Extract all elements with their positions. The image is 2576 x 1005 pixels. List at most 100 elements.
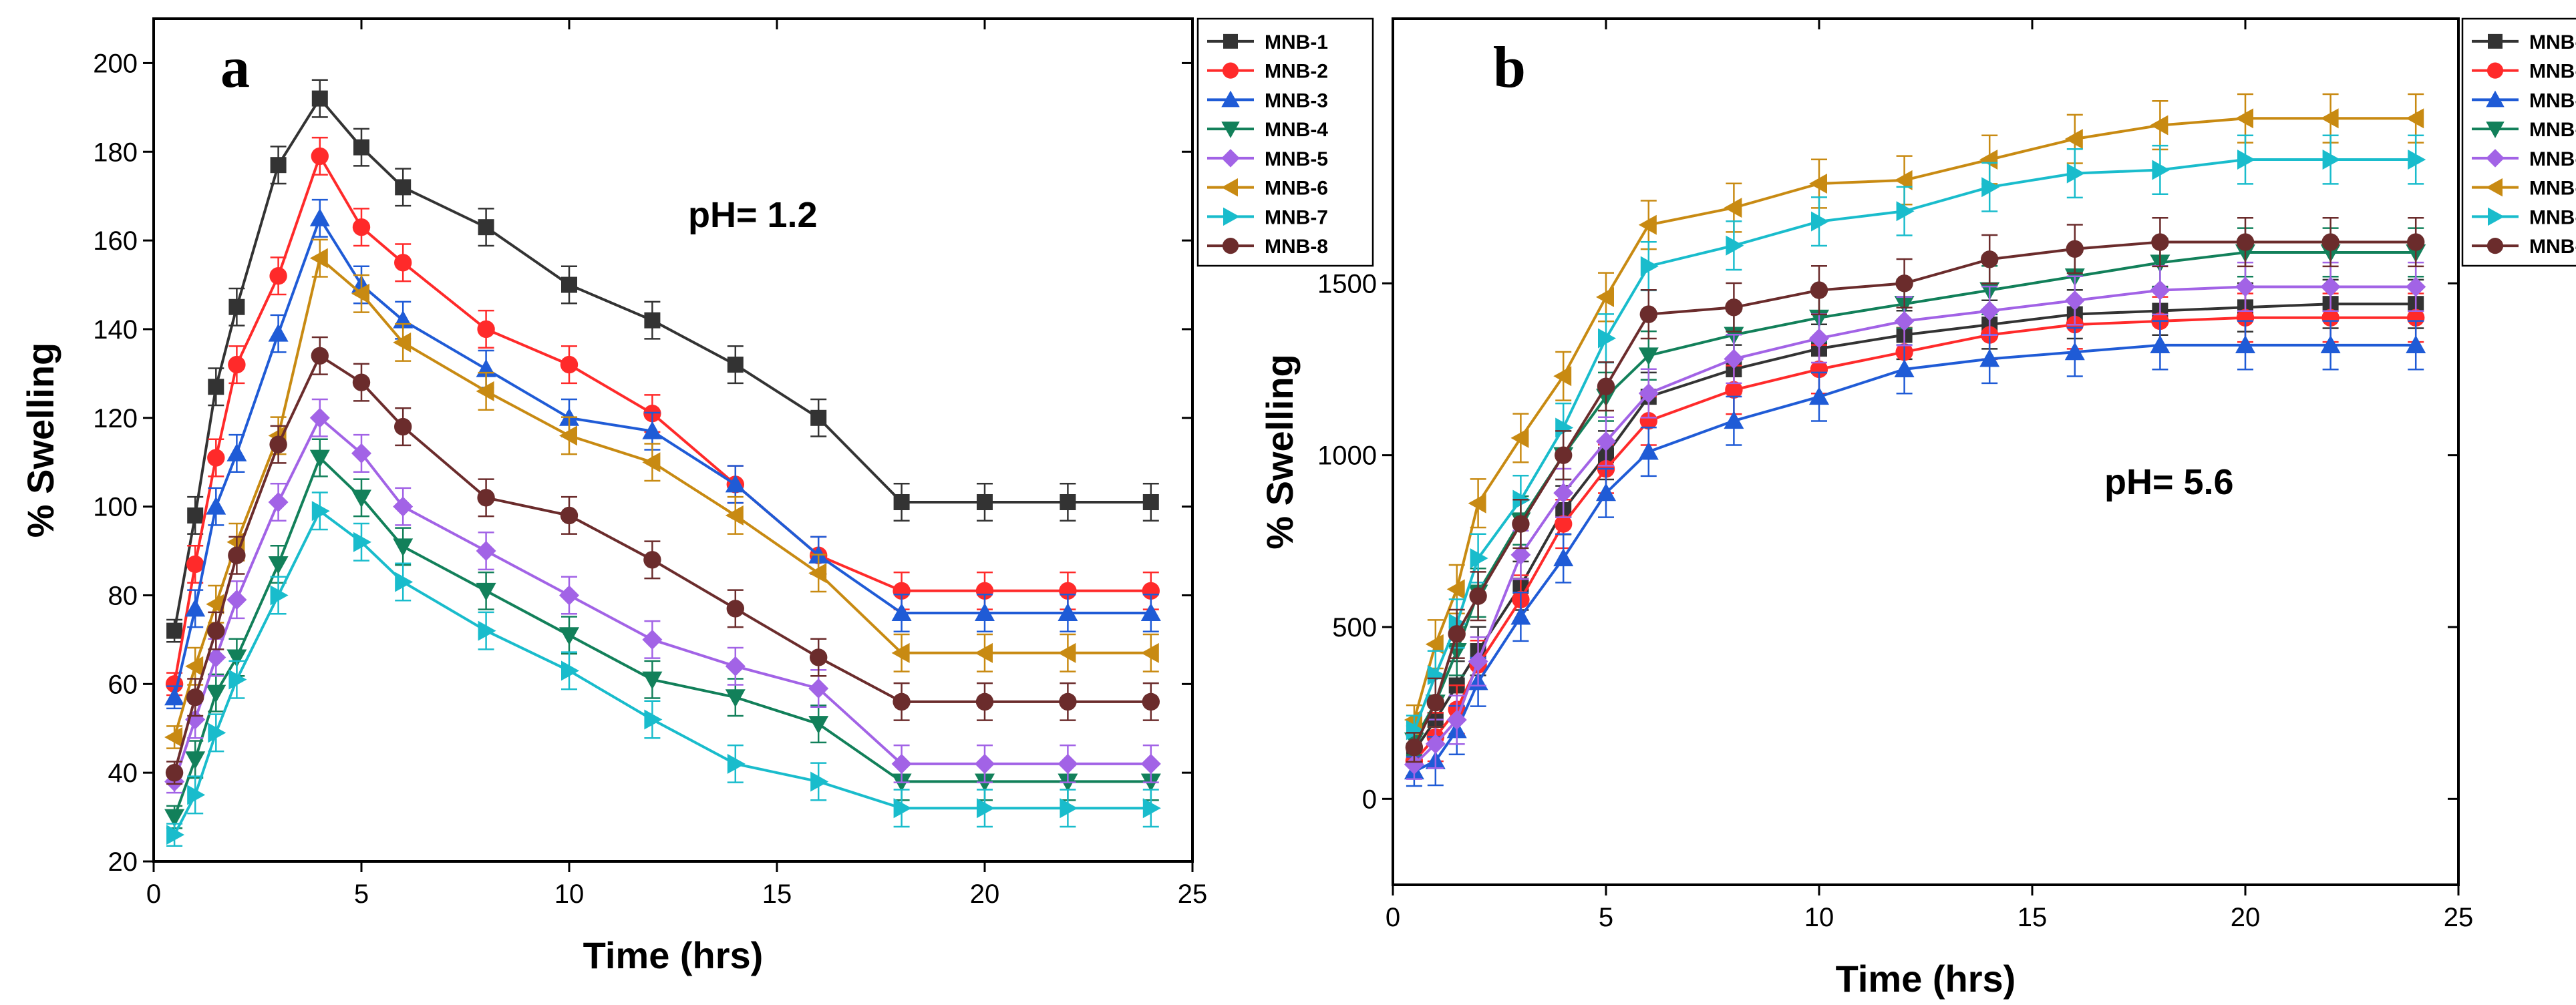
data-point [393,496,414,517]
data-point [1597,377,1615,395]
data-point [309,248,328,268]
data-point [810,648,828,666]
chart-panel-a: 0 5 10 15 20 25 20 40 60 80 100 120 140 160 180 200 Time… [19,17,1374,976]
y-axis-title: % Swelling [19,343,61,538]
data-point [560,355,579,374]
data-point [2150,280,2170,300]
legend-box [1196,17,1374,267]
data-point [478,219,494,236]
data-point [228,355,246,374]
data-point [2321,233,2340,251]
data-point [642,629,663,650]
data-point [311,90,328,107]
data-point [269,435,287,453]
legend-marker [1221,178,1238,197]
legend-label: MNB-6 [1265,178,1328,200]
data-point [2235,335,2255,353]
legend-panel-b: MNB-1 MNB-2 MNB-3 MNB-4 MNB-5 MNB-6 MNB-7 MNB-8 [2461,17,2576,267]
data-point [309,449,330,468]
data-point [559,627,579,646]
data-point [1596,483,1616,501]
data-point [891,753,912,774]
data-point [206,684,226,703]
data-point [311,147,329,166]
data-point [268,323,289,342]
y-tick-label: 1500 [1317,269,1377,298]
data-point [1810,360,1828,379]
data-point [187,507,204,524]
x-tick-label: 20 [970,879,1000,909]
legend-item-mnb-1: MNB-1 [2472,31,2576,53]
series-mnb-8 [165,336,1160,785]
data-point [164,727,183,748]
data-point [1638,347,1659,366]
data-point [186,555,204,574]
data-point [1555,417,1574,438]
data-point [185,656,204,676]
legend-item-mnb-7: MNB-7 [1207,206,1328,228]
legend-marker [1223,33,1238,49]
data-point [1809,328,1829,349]
data-point [1510,544,1531,565]
data-point [1638,214,1657,235]
y-tick-label: 500 [1332,613,1377,642]
data-point [206,647,226,668]
data-point [309,407,330,428]
series-mnb-8 [1405,216,2425,763]
data-point [206,594,224,614]
legend-item-mnb-7: MNB-7 [2472,206,2576,228]
data-point [476,582,496,601]
x-tick-label: 10 [554,879,585,909]
data-point [808,563,827,584]
y-tick-label: 40 [108,759,138,788]
data-point [1638,383,1659,404]
data-point [2406,335,2426,353]
data-point [891,642,910,663]
data-point [1726,235,1744,256]
data-point [1140,603,1161,622]
series-line [173,415,1151,783]
data-point [351,443,371,463]
chart-panel-b: 0 5 10 15 20 25 0 500 1000 1500 Time (hrs) % Swelli… [1259,17,2576,1000]
legend-label: MNB-1 [2529,31,2576,53]
data-point [1596,286,1614,307]
data-point [1725,381,1743,399]
data-point [2320,276,2341,297]
data-point [1639,305,1657,323]
legend-item-mnb-4: MNB-4 [1207,119,1328,141]
data-point [208,379,224,395]
data-point [2064,290,2085,311]
data-point [166,825,185,845]
legend-label: MNB-3 [2529,89,2576,112]
data-point [725,474,746,493]
x-axis-title: Time (hrs) [1836,958,2016,1000]
data-point [2066,240,2084,258]
data-point [477,320,495,339]
data-point [1059,692,1077,711]
legend-marker [2486,238,2504,254]
data-point [1894,311,1915,331]
data-point [1448,625,1466,643]
data-point [1979,349,2000,367]
data-point [1425,733,1446,754]
plot-frame [152,17,1194,863]
data-point [270,157,287,174]
data-point [208,723,226,743]
data-point [1468,493,1486,514]
data-point [1426,694,1444,712]
x-tick-label: 0 [146,879,161,909]
legend-label: MNB-7 [2529,206,2576,228]
plot-frame [1392,17,2460,886]
data-point [893,798,912,819]
x-tick-label: 0 [1386,903,1400,932]
x-tick-label: 5 [354,879,369,909]
data-point [559,425,577,446]
data-point [977,798,995,819]
data-point [394,417,412,436]
legend-label: MNB-4 [2529,119,2576,141]
data-point [810,409,827,426]
x-axis-title: Time (hrs) [583,934,764,976]
data-point [185,598,206,617]
data-point [226,590,247,610]
data-point [893,692,911,711]
